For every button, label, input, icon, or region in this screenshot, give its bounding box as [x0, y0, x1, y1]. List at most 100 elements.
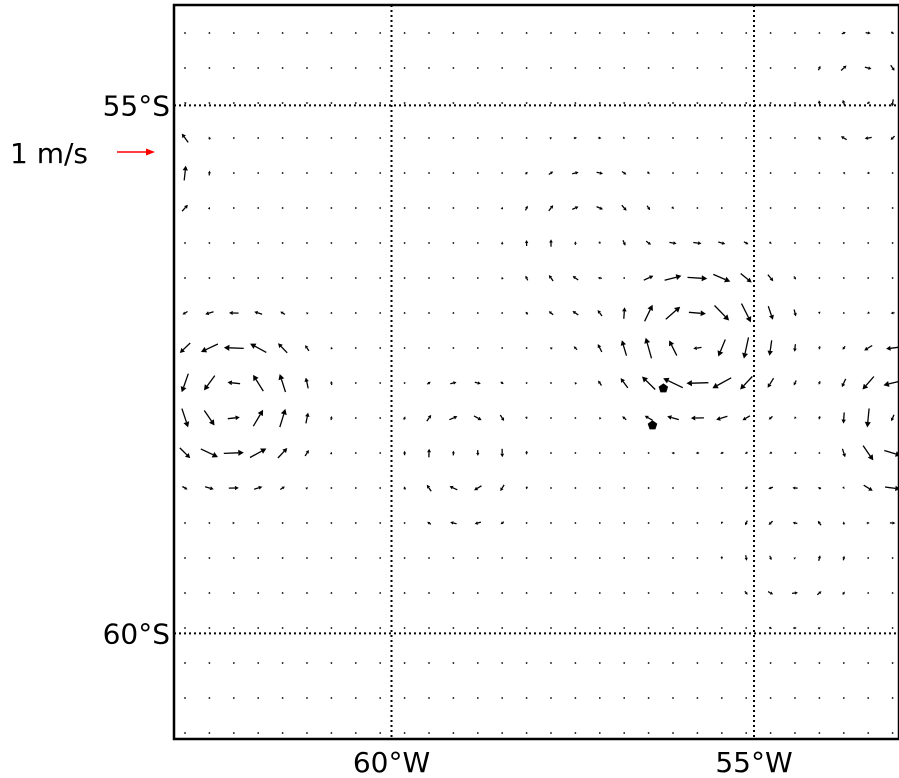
velocity-arrow — [794, 137, 796, 139]
velocity-arrow — [696, 137, 699, 139]
velocity-arrow — [330, 487, 333, 489]
velocity-arrow — [696, 487, 699, 489]
velocity-arrow — [379, 522, 382, 524]
velocity-arrow — [574, 697, 577, 699]
velocity-arrow — [306, 137, 308, 139]
velocity-arrow — [745, 207, 748, 209]
velocity-arrow — [623, 277, 626, 279]
velocity-arrow — [379, 32, 382, 34]
velocity-arrow — [379, 662, 382, 664]
velocity-arrow — [818, 346, 821, 350]
velocity-arrow — [598, 380, 603, 386]
velocity-arrow — [623, 67, 626, 69]
velocity-arrow — [476, 277, 479, 279]
velocity-arrow — [620, 378, 629, 389]
velocity-arrow — [249, 448, 267, 459]
velocity-arrow — [254, 311, 263, 315]
velocity-arrow — [232, 732, 235, 734]
lon-label-55w: 55°W — [715, 746, 792, 778]
velocity-arrow — [574, 522, 577, 524]
velocity-arrow — [842, 172, 846, 175]
velocity-arrow — [769, 662, 772, 664]
velocity-arrow — [476, 312, 479, 314]
velocity-arrow — [306, 172, 308, 174]
velocity-arrow — [403, 486, 407, 490]
velocity-arrow — [574, 32, 577, 34]
velocity-arrow — [452, 102, 455, 104]
velocity-arrow — [179, 447, 191, 459]
velocity-arrow — [180, 373, 189, 393]
velocity-arrow — [208, 732, 211, 734]
velocity-arrow — [550, 522, 552, 524]
station-markers — [647, 383, 669, 430]
velocity-arrow — [499, 414, 505, 421]
velocity-arrow — [769, 732, 772, 734]
velocity-arrow — [644, 304, 653, 322]
velocity-arrow — [257, 697, 260, 699]
velocity-arrow — [550, 67, 552, 69]
velocity-arrow — [403, 522, 406, 524]
velocity-arrow — [574, 452, 577, 454]
velocity-arrow — [330, 242, 333, 244]
velocity-arrow — [720, 662, 723, 664]
velocity-arrow — [379, 347, 382, 349]
velocity-arrow — [501, 67, 504, 69]
velocity-arrow — [476, 137, 479, 139]
velocity-arrow — [696, 627, 699, 629]
velocity-arrow — [257, 277, 260, 279]
velocity-arrow — [525, 347, 528, 349]
velocity-arrow — [403, 627, 406, 629]
velocity-arrow — [818, 452, 821, 454]
velocity-arrow — [257, 522, 260, 524]
velocity-arrow — [182, 165, 188, 181]
velocity-arrow — [623, 452, 626, 454]
velocity-arrow — [550, 592, 552, 594]
velocity-arrow — [574, 487, 577, 489]
velocity-arrow — [257, 172, 260, 174]
velocity-arrow — [647, 137, 650, 139]
velocity-arrow — [891, 592, 894, 594]
velocity-arrow — [867, 592, 870, 594]
velocity-arrow — [354, 662, 357, 664]
velocity-arrow — [890, 311, 895, 315]
velocity-arrow — [865, 31, 871, 35]
velocity-arrow — [278, 343, 288, 354]
velocity-arrow — [720, 137, 723, 139]
velocity-arrow — [596, 171, 603, 175]
velocity-arrow — [525, 662, 528, 664]
velocity-arrow — [574, 557, 577, 559]
velocity-arrow — [742, 337, 750, 359]
velocity-arrow — [794, 242, 796, 244]
velocity-arrow — [574, 627, 577, 629]
velocity-arrow — [451, 450, 455, 456]
velocity-arrow — [473, 415, 482, 421]
velocity-arrow — [769, 32, 772, 34]
velocity-arrow — [862, 376, 875, 390]
velocity-arrow — [306, 662, 308, 664]
velocity-arrow — [232, 67, 235, 69]
velocity-arrow — [501, 697, 504, 699]
velocity-arrow — [379, 452, 382, 454]
velocity-arrow — [574, 662, 577, 664]
velocity-arrow — [574, 67, 577, 69]
velocity-arrow — [305, 345, 310, 352]
velocity-arrow — [306, 697, 308, 699]
velocity-arrow — [427, 521, 432, 525]
velocity-arrow — [428, 732, 430, 734]
velocity-arrow — [232, 521, 235, 525]
velocity-arrow — [403, 592, 406, 594]
velocity-arrow — [281, 172, 284, 174]
velocity-arrow — [281, 277, 284, 279]
velocity-arrow — [890, 135, 896, 140]
velocity-arrow — [379, 207, 382, 209]
velocity-arrow — [306, 732, 308, 734]
velocity-arrow — [768, 486, 774, 490]
velocity-arrow — [501, 137, 504, 139]
velocity-arrow — [207, 170, 211, 176]
velocity-arrow — [452, 557, 455, 559]
velocity-arrow — [184, 627, 186, 629]
station-a-marker — [658, 383, 669, 393]
velocity-arrow — [664, 274, 682, 281]
velocity-arrow — [354, 277, 357, 279]
velocity-arrow — [200, 448, 218, 458]
